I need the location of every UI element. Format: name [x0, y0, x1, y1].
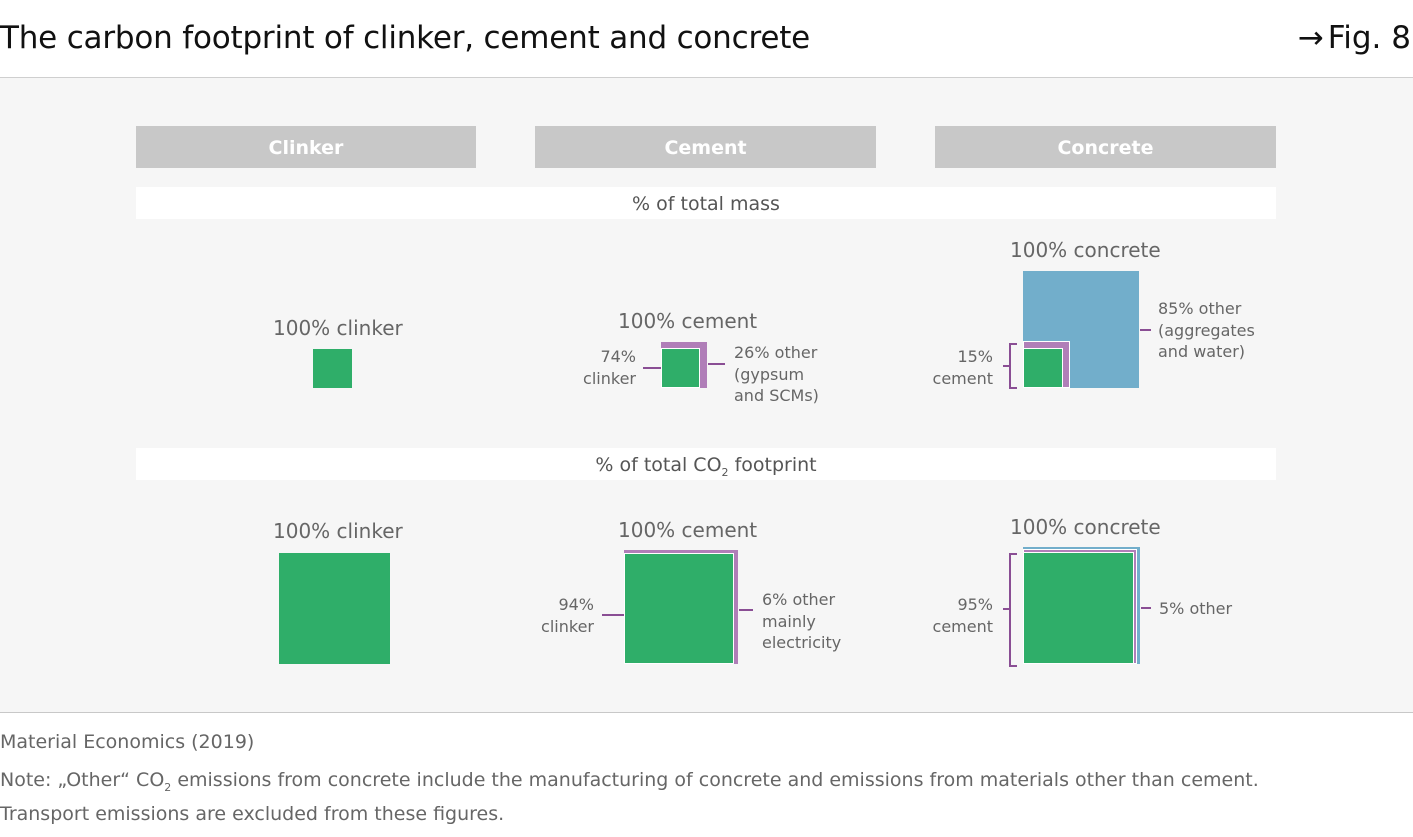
section-title-co2: % of total CO2 footprint — [136, 448, 1276, 480]
mass-clinker-square — [313, 349, 352, 388]
note-text: Note: „Other“ CO2 emissions from concret… — [0, 769, 1259, 825]
co2-concrete-right-label: 5% other — [1159, 599, 1233, 618]
mass-concrete-right-tick — [1140, 329, 1151, 331]
section-title-mass: % of total mass — [136, 187, 1276, 219]
mass-clinker-label: 100% clinker — [273, 316, 403, 340]
co2-clinker-label: 100% clinker — [273, 519, 403, 543]
co2-cement-clinker-square — [624, 553, 734, 664]
mass-concrete-left-tick — [1003, 365, 1010, 367]
mass-cement-left-tick — [643, 367, 661, 369]
co2-cement-right-tick — [739, 609, 753, 611]
co2-cement-label: 100% cement — [618, 518, 758, 542]
column-header-concrete: Concrete — [935, 126, 1276, 168]
mass-cement-clinker-square — [661, 348, 700, 388]
co2-cement-right-label: 6% other mainly electricity — [762, 590, 842, 652]
top-divider — [0, 77, 1413, 78]
co2-concrete-cement-clinker-square — [1023, 552, 1134, 664]
mass-concrete-label: 100% concrete — [1010, 238, 1161, 262]
column-header-clinker: Clinker — [136, 126, 476, 168]
figure-reference: → Fig. 8 — [1298, 20, 1411, 56]
mass-concrete-left-brace — [1009, 343, 1017, 389]
co2-concrete-right-tick — [1141, 607, 1151, 609]
co2-cement-left-tick — [602, 614, 624, 616]
mass-concrete-cement-clinker-square — [1023, 348, 1063, 388]
co2-concrete-left-label: 95% cement — [932, 595, 993, 636]
co2-concrete-left-tick — [1003, 608, 1010, 610]
figure-title: The carbon footprint of clinker, cement … — [0, 20, 811, 56]
co2-concrete-label: 100% concrete — [1010, 515, 1161, 539]
mass-cement-label: 100% cement — [618, 309, 758, 333]
source-text: Material Economics (2019) — [0, 731, 255, 753]
arrow-right-icon: → — [1297, 20, 1324, 56]
mass-cement-right-tick — [708, 363, 725, 365]
co2-cement-left-label: 94% clinker — [541, 595, 594, 636]
mass-cement-right-label: 26% other (gypsum and SCMs) — [734, 343, 819, 405]
co2-concrete-left-brace — [1009, 553, 1017, 667]
bottom-divider — [0, 712, 1413, 713]
mass-concrete-left-label: 15% cement — [932, 347, 993, 388]
column-header-cement: Cement — [535, 126, 876, 168]
mass-concrete-right-label: 85% other (aggregates and water) — [1158, 299, 1255, 361]
mass-cement-left-label: 74% clinker — [583, 347, 636, 388]
co2-clinker-square — [279, 553, 390, 664]
figure-number: Fig. 8 — [1327, 20, 1411, 56]
